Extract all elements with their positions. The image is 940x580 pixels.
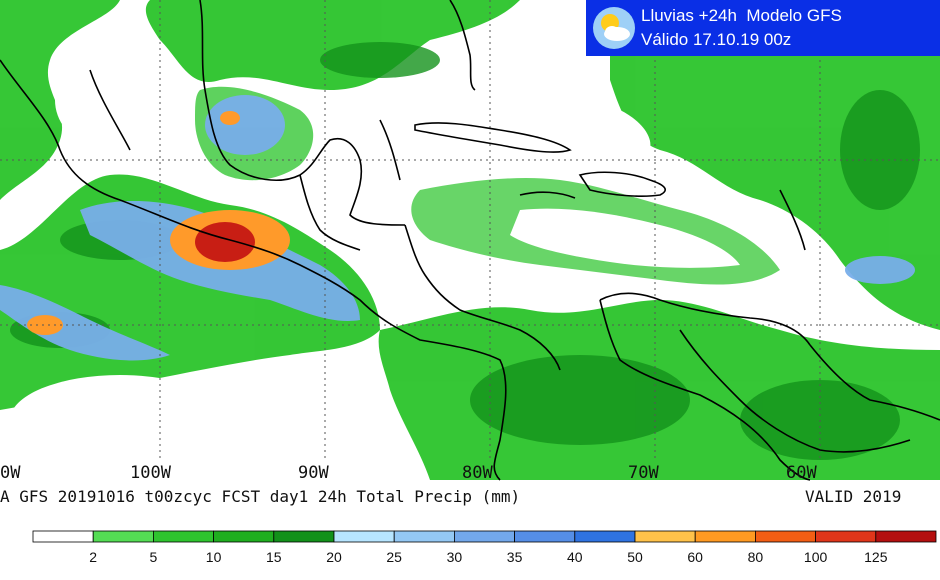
colorbar-swatch	[152, 530, 214, 543]
colorbar-label: 35	[506, 549, 523, 565]
colorbar-swatch	[514, 530, 576, 543]
colorbar-swatch	[815, 530, 877, 543]
lon-label: 70W	[628, 463, 659, 483]
footer-info: A GFS 20191016 t00zcyc FCST day1 24h Tot…	[0, 487, 520, 506]
colorbar-swatch	[634, 530, 696, 543]
colorbar-swatch	[453, 530, 515, 543]
colorbar-label: 100	[803, 549, 828, 565]
colorbar-label: 10	[205, 549, 222, 565]
colorbar-label: 50	[627, 549, 643, 565]
title-line-1: Lluvias +24h Modelo GFS	[641, 6, 842, 25]
longitude-labels: 0W 100W 90W 80W 70W 60W	[0, 463, 817, 483]
lon-label: 90W	[298, 463, 329, 483]
lon-label: 80W	[462, 463, 493, 483]
colorbar-swatch	[875, 530, 937, 543]
colorbar-label: 5	[149, 549, 158, 565]
title-line-2: Válido 17.10.19 00z	[641, 30, 792, 49]
colorbar-swatch	[273, 530, 335, 543]
lon-label: 0W	[0, 463, 21, 483]
title-panel: Lluvias +24h Modelo GFS Válido 17.10.19 …	[586, 0, 940, 56]
colorbar-swatch	[755, 530, 817, 543]
graticule	[0, 0, 940, 462]
colorbar-swatch	[92, 530, 154, 543]
colorbar-swatch	[574, 530, 636, 543]
colorbar-label: 60	[687, 549, 703, 565]
colorbar-swatch	[333, 530, 395, 543]
colorbar-label: 40	[567, 549, 583, 565]
colorbar-label: 25	[386, 549, 402, 565]
dry-zones	[10, 60, 740, 470]
colorbar-swatch	[694, 530, 756, 543]
footer-valid: VALID 2019	[805, 487, 901, 506]
colorbar	[32, 530, 937, 543]
colorbar-label: 30	[446, 549, 463, 565]
colorbar-label: 2	[89, 549, 98, 565]
lon-label: 60W	[786, 463, 817, 483]
coastlines	[0, 0, 940, 481]
colorbar-label: 20	[326, 549, 342, 565]
colorbar-swatch	[393, 530, 455, 543]
lon-label: 100W	[130, 463, 172, 483]
colorbar-label: 80	[747, 549, 764, 565]
colorbar-swatch	[32, 530, 94, 543]
colorbar-label: 125	[864, 549, 888, 565]
colorbar-label: 15	[266, 549, 282, 565]
sun-cloud-icon	[593, 7, 635, 49]
colorbar-swatch	[213, 530, 275, 543]
